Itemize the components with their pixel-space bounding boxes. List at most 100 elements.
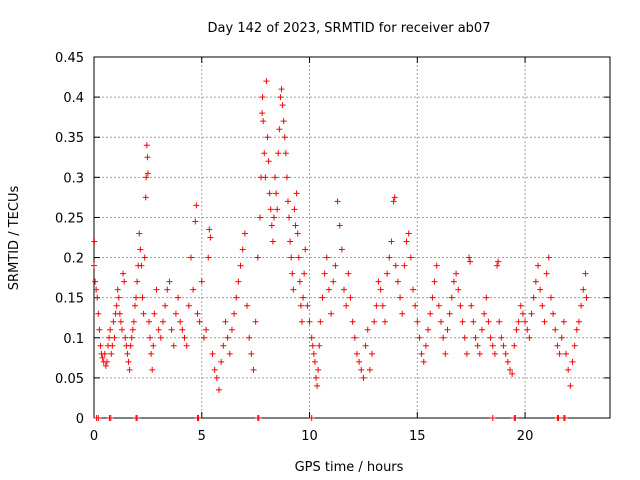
data-point (91, 262, 97, 269)
data-point (121, 278, 128, 285)
data-point (172, 310, 179, 317)
data-point (491, 350, 498, 357)
data-point (563, 350, 570, 357)
data-point (433, 262, 440, 269)
data-point (317, 318, 324, 325)
data-point (306, 318, 313, 325)
data-point (478, 326, 485, 333)
data-point (418, 350, 425, 357)
data-point (351, 334, 358, 341)
data-point (113, 302, 120, 309)
data-point (461, 334, 468, 341)
data-point (159, 318, 166, 325)
data-point (375, 278, 382, 285)
data-point (228, 326, 235, 333)
data-point (130, 318, 137, 325)
data-point (446, 310, 453, 317)
y-axis-label: SRMTID / TECUs (7, 186, 22, 291)
data-point (142, 194, 149, 201)
data-point (427, 310, 434, 317)
data-point (298, 318, 305, 325)
x-tick-label: 0 (90, 429, 98, 444)
data-point (235, 278, 242, 285)
data-point (145, 318, 152, 325)
data-point (149, 366, 156, 373)
data-point (92, 278, 99, 285)
data-point (96, 326, 103, 333)
data-point (209, 350, 216, 357)
data-point (213, 374, 220, 381)
data-point (274, 206, 281, 213)
data-point (496, 318, 503, 325)
data-point (399, 310, 406, 317)
data-point (269, 238, 276, 245)
data-point (457, 302, 464, 309)
data-point-zero (512, 415, 519, 421)
data-point (120, 270, 127, 277)
data-point (181, 334, 188, 341)
data-point (256, 214, 263, 221)
data-point (259, 94, 266, 101)
data-point (128, 334, 135, 341)
data-point (414, 318, 421, 325)
data-point (459, 318, 466, 325)
data-point (283, 174, 290, 181)
data-point (495, 258, 502, 265)
data-point (94, 294, 101, 301)
data-point (487, 334, 494, 341)
data-points (91, 78, 590, 421)
data-point (203, 326, 210, 333)
x-tick-label: 20 (517, 429, 534, 444)
axes (93, 56, 611, 419)
data-point (270, 214, 277, 221)
data-point (153, 286, 160, 293)
data-point (144, 154, 151, 161)
data-point (224, 334, 231, 341)
data-point (122, 334, 129, 341)
data-point (273, 190, 280, 197)
data-point (141, 254, 148, 261)
data-point (578, 302, 585, 309)
data-point (386, 254, 393, 261)
data-point (530, 294, 537, 301)
data-point (349, 318, 356, 325)
data-point (108, 350, 115, 357)
data-point (455, 286, 462, 293)
data-point (170, 342, 177, 349)
data-point (290, 286, 297, 293)
data-point (338, 246, 345, 253)
data-point (347, 294, 354, 301)
data-point (284, 198, 291, 205)
data-point (279, 102, 286, 109)
data-point (226, 350, 233, 357)
data-point (567, 382, 574, 389)
data-point (206, 226, 213, 233)
data-point (438, 318, 445, 325)
data-point (332, 262, 339, 269)
data-point (504, 358, 511, 365)
data-point (440, 334, 447, 341)
data-point (179, 326, 186, 333)
x-tick-label: 5 (198, 429, 206, 444)
y-tick-label: 0.4 (63, 91, 84, 106)
data-point (211, 366, 218, 373)
data-point (295, 254, 302, 261)
data-point (260, 118, 267, 125)
data-point (263, 78, 270, 85)
data-point (582, 270, 589, 277)
data-point (277, 94, 284, 101)
data-point (472, 334, 479, 341)
data-point (133, 294, 140, 301)
y-tick-label: 0.2 (63, 252, 84, 267)
data-point (394, 278, 401, 285)
data-point (282, 150, 289, 157)
data-point (519, 310, 526, 317)
data-point (115, 294, 122, 301)
data-point (155, 326, 162, 333)
data-point-zero (489, 415, 496, 421)
data-point (280, 118, 287, 125)
data-point (381, 318, 388, 325)
data-point (266, 190, 273, 197)
y-tick-label: 0.35 (55, 131, 84, 146)
data-point (476, 350, 483, 357)
